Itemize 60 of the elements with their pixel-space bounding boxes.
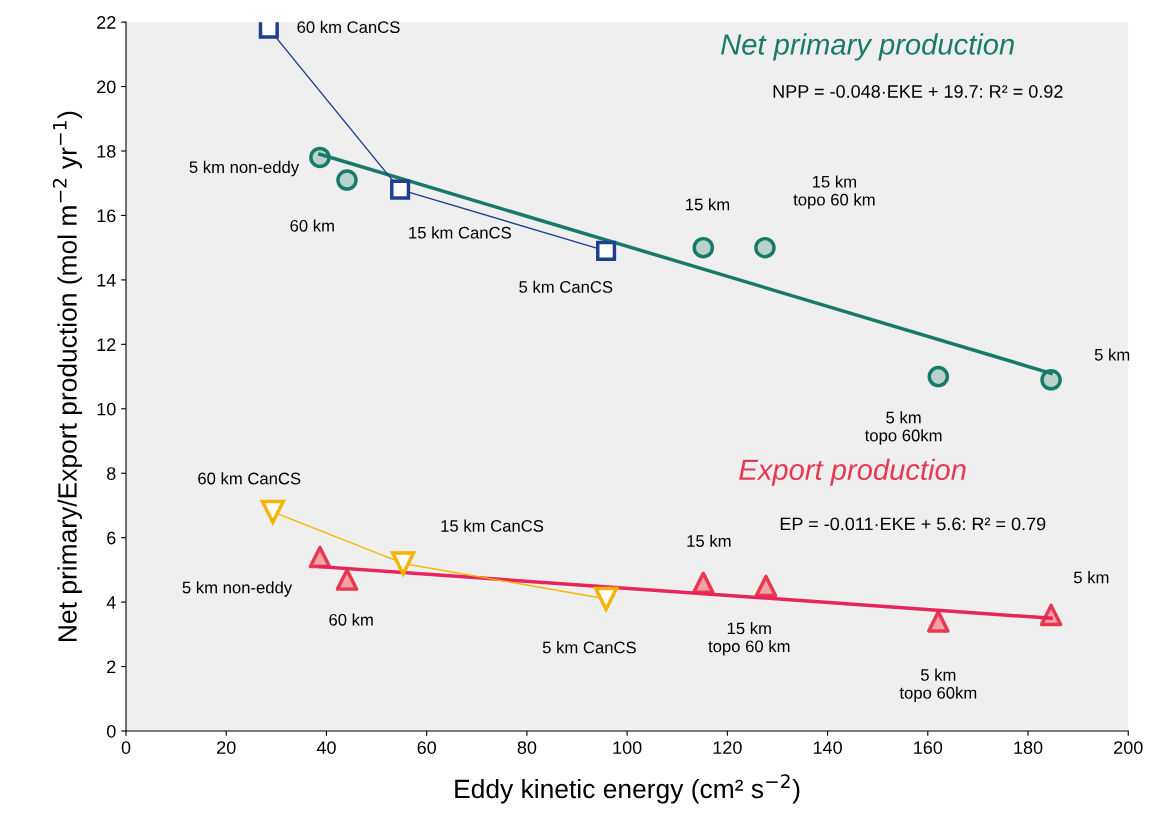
x-tick-label: 160	[914, 741, 943, 754]
y-axis-title: Net primary/Export production (mol m$^{−2}$ yr$^{−1}$)	[52, 111, 83, 641]
annotation: 15 km topo 60 km	[793, 175, 875, 209]
annotation: 5 km CanCS	[542, 641, 636, 654]
point	[335, 568, 359, 591]
annotation: 60 km CanCS	[297, 20, 400, 34]
y-tick-label: 12	[97, 338, 116, 351]
x-tick-label: 180	[1014, 741, 1043, 754]
annotation: 5 km topo 60km	[899, 668, 977, 703]
x-tick-label: 100	[613, 741, 642, 754]
point	[692, 236, 715, 259]
point	[927, 610, 950, 633]
annotation: 15 km	[687, 534, 731, 547]
y-tick-label: 18	[97, 144, 116, 158]
x-tick-label: 20	[217, 741, 236, 754]
point	[593, 586, 620, 614]
point	[754, 236, 776, 259]
y-tick-label: 14	[97, 274, 116, 287]
annotation: 5 km non-eddy	[182, 581, 293, 597]
x-tick-label: 40	[316, 741, 336, 754]
point	[754, 574, 778, 598]
point	[596, 240, 617, 261]
y-tick-label: 6	[107, 531, 116, 545]
point	[336, 169, 358, 191]
y-tick-label: 4	[106, 596, 116, 609]
point	[259, 499, 286, 527]
y-tick-label: 10	[97, 402, 116, 416]
text: Net primary production	[721, 33, 1014, 61]
x-tick-label: 140	[813, 741, 842, 754]
annotation: 60 km CanCS	[198, 472, 301, 485]
annotation: 15 km topo 60 km	[708, 622, 790, 656]
text: Export production	[739, 458, 966, 486]
annotation: NPP = -0.048·EKE + 19.7: R² = 0.92	[773, 85, 1063, 98]
x-tick-label: 60	[417, 741, 437, 754]
y-tick-label: 20	[97, 80, 116, 94]
y-tick-label: 0	[106, 724, 116, 738]
annotation: 5 km	[1094, 348, 1130, 361]
annotation: 15 km CanCS	[409, 226, 511, 239]
y-tick-label: 2	[107, 660, 116, 674]
annotation: 15 km	[686, 198, 730, 211]
point	[390, 551, 416, 576]
x-tick-label: 80	[517, 741, 537, 754]
y-tick-label: 8	[107, 467, 116, 480]
annotation: 5 km topo 60km	[864, 411, 942, 445]
annotation: 5 km CanCS	[519, 280, 613, 293]
x-tick-label: 120	[713, 741, 742, 754]
x-axis-title: Eddy kinetic energy (cm² s$^{−2}$)	[455, 774, 800, 804]
point	[390, 179, 411, 200]
point	[1040, 368, 1062, 391]
annotation: 5 km non-eddy	[189, 160, 300, 177]
annotation: 60 km	[290, 219, 334, 232]
y-tick-label: 22	[97, 16, 116, 29]
annotation: 15 km CanCS	[441, 519, 544, 532]
annotation: EP = -0.011·EKE + 5.6: R² = 0.79	[780, 517, 1046, 531]
point	[927, 365, 950, 388]
x-tick-label: 200	[1114, 741, 1143, 754]
annotation: 5 km	[1073, 571, 1109, 584]
x-tick-label: 0	[121, 741, 131, 754]
y-tick-label: 16	[97, 209, 116, 223]
annotation: 60 km	[329, 613, 373, 626]
